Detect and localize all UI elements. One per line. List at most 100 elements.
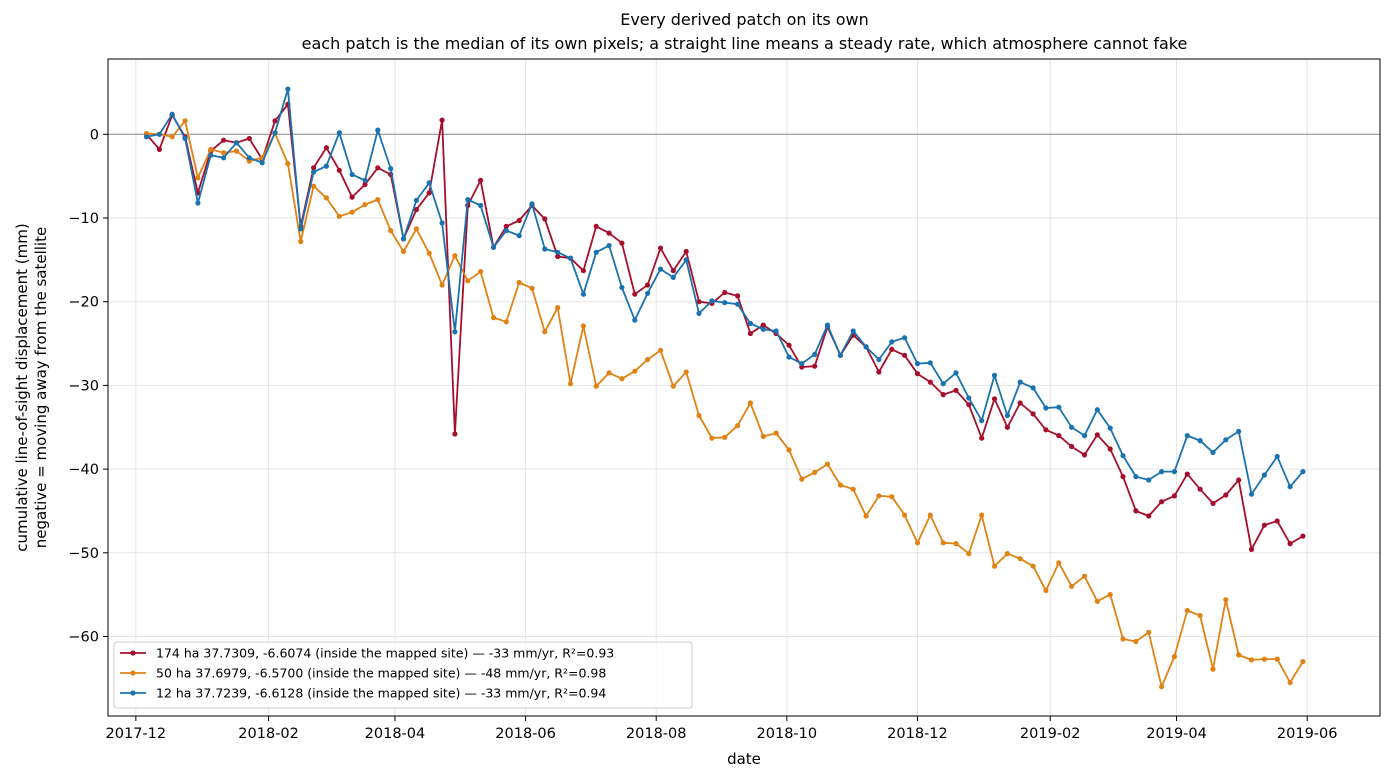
data-point — [1261, 522, 1267, 528]
data-point — [246, 135, 252, 142]
series-line — [145, 103, 1304, 551]
data-point — [580, 323, 587, 329]
data-point — [1056, 560, 1062, 566]
data-point — [439, 117, 445, 123]
data-point — [285, 86, 291, 92]
data-point — [1236, 652, 1242, 658]
data-point — [452, 253, 458, 259]
legend-item: 174 ha 37.7309, -6.6074 (inside the mapp… — [120, 646, 614, 661]
data-point — [1133, 508, 1139, 514]
data-point — [606, 230, 612, 236]
data-point — [940, 381, 946, 387]
data-point — [1056, 404, 1062, 410]
y-tick-label: −20 — [68, 295, 99, 311]
data-point — [1146, 629, 1152, 635]
data-point — [1197, 613, 1203, 619]
x-tick-label: 2018-12 — [887, 726, 948, 742]
data-point — [208, 146, 214, 152]
data-point — [696, 310, 702, 316]
data-point — [1133, 638, 1139, 645]
data-point — [439, 282, 445, 288]
data-point — [1133, 474, 1139, 480]
data-point — [388, 166, 394, 172]
data-point — [735, 293, 741, 299]
data-point — [1197, 486, 1203, 492]
data-point — [555, 249, 561, 255]
data-point — [1261, 656, 1267, 662]
data-point — [593, 383, 599, 389]
data-point — [362, 181, 368, 188]
data-point — [465, 278, 471, 284]
data-point — [1094, 432, 1100, 438]
data-point — [619, 240, 625, 246]
legend-swatch-marker — [130, 650, 136, 656]
x-tick-label: 2018-04 — [365, 726, 426, 742]
data-point — [1223, 492, 1229, 498]
series-group — [143, 86, 1306, 690]
data-point — [632, 291, 638, 297]
data-point — [169, 134, 175, 140]
data-point — [1069, 443, 1075, 450]
data-point — [1287, 484, 1293, 490]
data-point — [966, 395, 972, 401]
data-point — [606, 370, 612, 376]
data-point — [400, 236, 407, 242]
data-point — [786, 342, 792, 348]
data-point — [311, 183, 317, 189]
data-point — [323, 163, 329, 169]
data-point — [1081, 573, 1088, 579]
data-point — [1081, 452, 1088, 458]
data-point — [349, 209, 355, 215]
data-point — [863, 513, 869, 519]
data-point — [914, 540, 921, 546]
data-point — [670, 274, 676, 280]
data-point — [889, 346, 895, 352]
data-point — [670, 383, 676, 389]
data-point — [349, 171, 355, 178]
data-point — [979, 418, 985, 424]
data-point — [1159, 499, 1165, 505]
data-point — [259, 160, 265, 166]
data-point — [735, 423, 741, 429]
series-line — [146, 120, 1304, 688]
data-point — [991, 396, 998, 402]
data-point — [555, 253, 561, 260]
data-point — [1120, 453, 1126, 459]
data-point — [1171, 493, 1177, 499]
data-point — [1223, 597, 1229, 603]
data-point — [1030, 411, 1036, 417]
data-point — [311, 169, 317, 175]
data-point — [1210, 449, 1216, 455]
data-point — [850, 328, 856, 334]
data-point — [555, 305, 561, 311]
data-point — [812, 363, 818, 369]
data-point — [1210, 666, 1216, 672]
data-point — [1171, 469, 1177, 475]
data-point — [914, 371, 921, 377]
data-point — [490, 315, 497, 321]
data-point — [722, 289, 728, 296]
data-point — [336, 130, 342, 136]
data-point — [966, 551, 972, 557]
data-point — [927, 379, 933, 385]
data-point — [799, 361, 805, 367]
data-point — [1146, 513, 1152, 519]
data-point — [529, 201, 535, 207]
data-point — [1287, 679, 1293, 686]
data-point — [619, 284, 625, 291]
data-point — [979, 435, 985, 441]
data-point — [143, 134, 150, 140]
legend-swatch-marker — [130, 670, 136, 676]
data-point — [1120, 474, 1126, 480]
data-point — [1300, 469, 1306, 475]
data-point — [1184, 607, 1190, 614]
data-point — [1056, 433, 1062, 439]
data-point — [285, 161, 291, 167]
data-point — [1043, 587, 1049, 594]
data-point — [426, 190, 432, 196]
data-point — [645, 356, 651, 363]
data-point — [567, 381, 574, 387]
data-point — [657, 347, 664, 353]
data-point — [413, 226, 419, 232]
